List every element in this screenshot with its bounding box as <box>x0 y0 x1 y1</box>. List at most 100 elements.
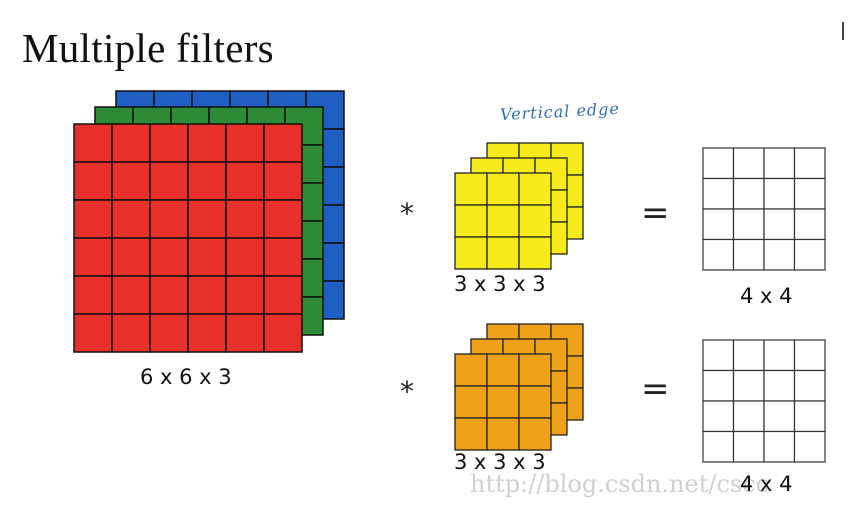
output2-cell <box>793 369 826 402</box>
output2-cell <box>732 400 765 433</box>
input-red-cell <box>73 161 113 201</box>
output1-cell <box>702 208 735 241</box>
output2-cell <box>702 369 735 402</box>
filter1-front-cell <box>486 172 520 206</box>
filter2-size-label: 3 x 3 x 3 <box>454 450 546 474</box>
input-size-label: 6 x 6 x 3 <box>140 365 232 389</box>
output2-cell <box>702 430 735 463</box>
output2-cell <box>793 339 826 372</box>
input-red-cell <box>187 161 227 201</box>
filter2-front-cell <box>486 353 520 387</box>
output1-cell <box>732 208 765 241</box>
output1-cell <box>702 177 735 210</box>
input-red-cell <box>111 275 151 315</box>
output2-cell <box>793 430 826 463</box>
input-red-cell <box>263 123 303 163</box>
input-red-cell <box>187 237 227 277</box>
input-red-cell <box>225 237 265 277</box>
input-red-cell <box>263 199 303 239</box>
filter1-front-cell <box>454 236 488 270</box>
filter1-front-layer <box>454 172 552 270</box>
convolve-operator-2: * <box>400 375 414 408</box>
watermark: http://blog.csdn.net/cscc <box>470 470 770 498</box>
output1-cell <box>763 208 796 241</box>
output1-cell <box>732 177 765 210</box>
filter1-front-cell <box>486 204 520 238</box>
output2-cell <box>702 400 735 433</box>
slide-title: Multiple filters <box>22 25 274 71</box>
output1-size-label: 4 x 4 <box>740 284 793 308</box>
input-red-channel <box>73 123 303 353</box>
output1-cell <box>702 238 735 271</box>
input-red-cell <box>111 199 151 239</box>
filter2-front-cell <box>486 417 520 451</box>
filter2-front-cell <box>454 385 488 419</box>
filter2-front-cell <box>518 353 552 387</box>
filter1-front-cell <box>518 172 552 206</box>
input-red-cell <box>149 237 189 277</box>
input-red-cell <box>187 123 227 163</box>
filter2-front-cell <box>518 417 552 451</box>
input-red-cell <box>225 161 265 201</box>
input-red-cell <box>73 313 113 353</box>
filter2-front-cell <box>454 353 488 387</box>
equals-operator-2: = <box>641 369 670 409</box>
input-red-cell <box>149 313 189 353</box>
input-red-cell <box>73 275 113 315</box>
output2-cell <box>763 430 796 463</box>
output1-cell <box>793 238 826 271</box>
equals-operator-1: = <box>641 193 670 233</box>
input-red-cell <box>111 237 151 277</box>
input-red-cell <box>263 313 303 353</box>
filter1-size-label: 3 x 3 x 3 <box>454 272 546 296</box>
output1-grid <box>702 147 826 271</box>
input-red-cell <box>73 123 113 163</box>
output1-cell <box>763 147 796 180</box>
output1-cell <box>732 238 765 271</box>
input-red-cell <box>263 237 303 277</box>
input-red-cell <box>111 313 151 353</box>
input-red-cell <box>111 161 151 201</box>
input-red-cell <box>187 199 227 239</box>
output1-cell <box>763 177 796 210</box>
output2-cell <box>763 369 796 402</box>
input-red-cell <box>225 275 265 315</box>
input-red-cell <box>225 123 265 163</box>
filter2-front-cell <box>518 385 552 419</box>
filter1-front-cell <box>454 172 488 206</box>
input-red-cell <box>73 237 113 277</box>
output2-cell <box>732 369 765 402</box>
filter1-front-cell <box>518 236 552 270</box>
filter2-front-cell <box>486 385 520 419</box>
convolve-operator-1: * <box>400 197 414 230</box>
output1-cell <box>732 147 765 180</box>
output1-cell <box>793 147 826 180</box>
input-red-cell <box>111 123 151 163</box>
input-red-cell <box>263 275 303 315</box>
filter1-front-cell <box>518 204 552 238</box>
edge-mark <box>842 22 844 40</box>
input-red-cell <box>225 313 265 353</box>
input-red-cell <box>73 199 113 239</box>
filter2-front-cell <box>454 417 488 451</box>
input-red-cell <box>149 275 189 315</box>
output2-cell <box>732 430 765 463</box>
output1-cell <box>763 238 796 271</box>
output1-cell <box>793 177 826 210</box>
input-red-cell <box>149 161 189 201</box>
filter1-front-cell <box>486 236 520 270</box>
input-red-cell <box>187 313 227 353</box>
output2-cell <box>702 339 735 372</box>
input-red-cell <box>263 161 303 201</box>
output2-cell <box>732 339 765 372</box>
output2-cell <box>763 339 796 372</box>
output2-cell <box>763 400 796 433</box>
output2-size-label: 4 x 4 <box>740 472 793 496</box>
input-red-cell <box>149 123 189 163</box>
output1-cell <box>702 147 735 180</box>
input-red-cell <box>187 275 227 315</box>
output2-cell <box>793 400 826 433</box>
output2-grid <box>702 339 826 463</box>
filter2-front-layer <box>454 353 552 451</box>
